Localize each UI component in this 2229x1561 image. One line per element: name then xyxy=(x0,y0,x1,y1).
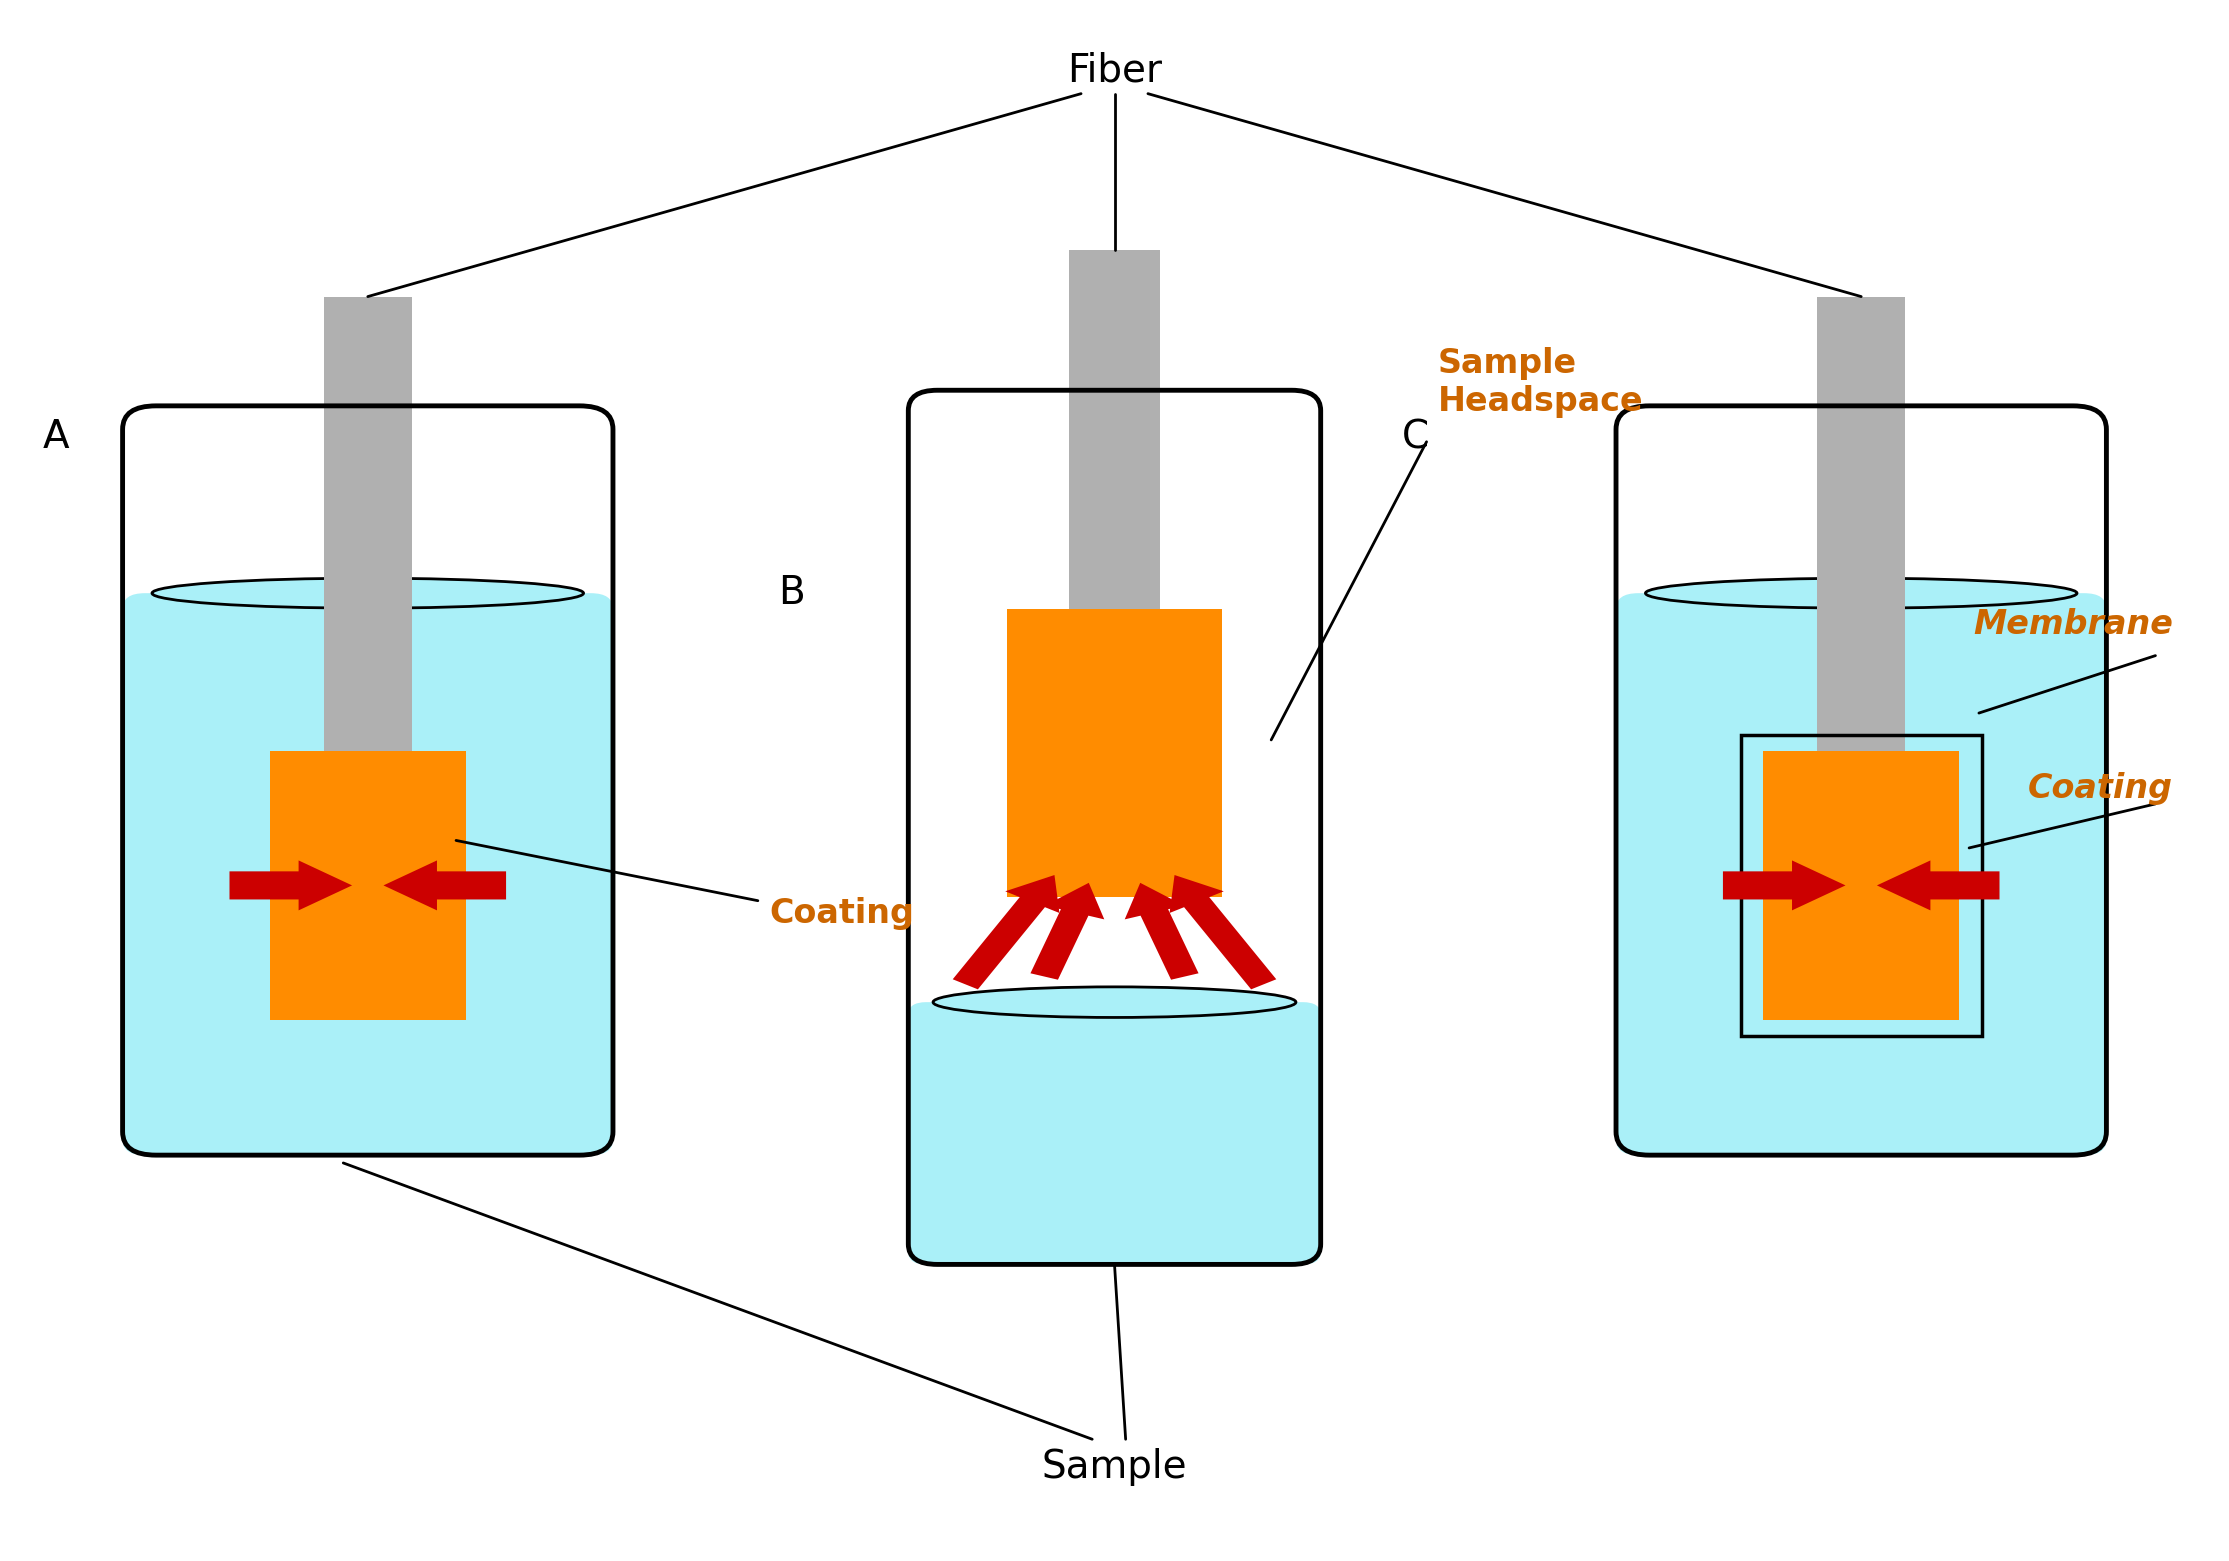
Polygon shape xyxy=(1170,876,1277,990)
Text: B: B xyxy=(778,574,805,612)
Text: Coating: Coating xyxy=(2028,771,2173,805)
Polygon shape xyxy=(1723,860,1846,910)
Polygon shape xyxy=(1030,884,1103,980)
Text: Sample: Sample xyxy=(1041,1449,1188,1486)
Bar xyxy=(323,297,412,780)
Text: C: C xyxy=(1402,418,1429,456)
FancyBboxPatch shape xyxy=(1616,593,2106,1155)
FancyBboxPatch shape xyxy=(909,1002,1320,1264)
Text: Sample
Headspace: Sample Headspace xyxy=(1438,347,1643,418)
Text: Fiber: Fiber xyxy=(1068,52,1161,89)
Ellipse shape xyxy=(934,987,1295,1018)
Polygon shape xyxy=(1877,860,1999,910)
Polygon shape xyxy=(383,860,506,910)
Bar xyxy=(1763,751,1959,1021)
Polygon shape xyxy=(1126,884,1199,980)
Bar xyxy=(1008,609,1221,898)
Bar xyxy=(1741,735,1982,1037)
Bar xyxy=(270,751,466,1021)
Polygon shape xyxy=(230,860,352,910)
Polygon shape xyxy=(952,876,1059,990)
Bar xyxy=(1070,250,1159,740)
Ellipse shape xyxy=(152,578,584,609)
Bar xyxy=(1817,297,1906,780)
Text: A: A xyxy=(42,418,69,456)
Ellipse shape xyxy=(1645,578,2077,609)
Text: Membrane: Membrane xyxy=(1973,607,2173,642)
FancyBboxPatch shape xyxy=(123,593,613,1155)
Text: Coating: Coating xyxy=(769,896,914,930)
